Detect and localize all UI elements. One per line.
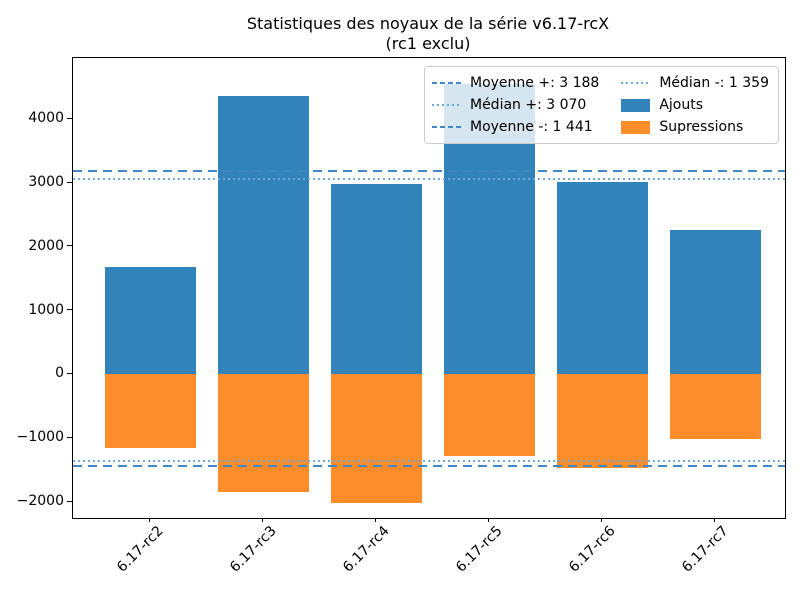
chart-title-line1: Statistiques des noyaux de la série v6.1… [246, 14, 610, 33]
legend-item: Ajouts [621, 94, 769, 116]
dashed-line-swatch-icon [431, 121, 461, 134]
legend-label: Ajouts [659, 97, 704, 113]
x-tick-label-6.17-rc7: 6.17-rc7 [679, 523, 732, 576]
y-tick-mark [67, 181, 72, 183]
legend-label: Médian -: 1 359 [659, 75, 769, 91]
y-tick-mark [67, 117, 72, 119]
bar-ajouts-6.17-rc3 [218, 95, 309, 375]
bar-supressions-6.17-rc2 [105, 374, 196, 449]
legend-column: Moyenne +: 3 188 Médian +: 3 070 Moyenne -… [431, 72, 600, 138]
x-tick-mark [714, 518, 715, 522]
legend-item: Moyenne +: 3 188 [431, 72, 600, 94]
patch-ajouts-swatch-icon [621, 98, 651, 112]
y-tick-label: 0 [55, 365, 64, 382]
hline-moyenne-- [73, 465, 785, 468]
legend-item: Moyenne -: 1 441 [431, 116, 599, 138]
legend-box: Moyenne +: 3 188 Médian +: 3 070 Moyenne -… [423, 66, 779, 144]
hline-médian-+ [73, 177, 785, 180]
x-tick-mark [149, 518, 150, 522]
y-tick-mark [67, 309, 72, 311]
x-tick-label-6.17-rc2: 6.17-rc2 [114, 523, 167, 576]
y-tick-mark [67, 245, 72, 247]
hline-médian-- [73, 460, 785, 463]
plot-area: Moyenne +: 3 188 Médian +: 3 070 Moyenne -… [72, 57, 786, 519]
legend-label: Médian +: 3 070 [469, 97, 587, 113]
dotted-line-swatch-icon [621, 77, 651, 90]
legend-line-glyph [431, 82, 461, 84]
bar-supressions-6.17-rc6 [557, 374, 648, 468]
chart-title-line2: (rc1 exclu) [385, 34, 471, 53]
legend-label: Moyenne +: 3 188 [469, 75, 600, 91]
y-tick-label: 2000 [28, 237, 64, 254]
y-tick-label: −1000 [16, 429, 64, 446]
bar-supressions-6.17-rc4 [331, 374, 422, 504]
bar-ajouts-6.17-rc2 [105, 266, 196, 375]
legend-label: Moyenne -: 1 441 [469, 119, 593, 135]
x-tick-mark [488, 518, 489, 522]
y-tick-label: −2000 [16, 493, 64, 510]
bar-ajouts-6.17-rc7 [670, 229, 761, 375]
x-tick-label-6.17-rc3: 6.17-rc3 [227, 523, 280, 576]
bar-ajouts-6.17-rc4 [331, 184, 422, 375]
x-tick-mark [601, 518, 602, 522]
legend-line-glyph [621, 82, 651, 84]
bar-supressions-6.17-rc7 [670, 374, 761, 439]
y-tick-mark [67, 436, 72, 438]
y-tick-mark [67, 372, 72, 374]
bar-supressions-6.17-rc3 [218, 374, 309, 493]
legend-line-glyph [431, 104, 461, 106]
x-tick-label-6.17-rc5: 6.17-rc5 [453, 523, 506, 576]
chart-title: Statistiques des noyaux de la série v6.1… [72, 14, 784, 54]
x-tick-mark [375, 518, 376, 522]
x-tick-mark [262, 518, 263, 522]
legend-item: Médian +: 3 070 [431, 94, 599, 116]
y-tick-label: 1000 [28, 301, 64, 318]
hline-moyenne-+ [73, 170, 785, 173]
dashed-line-swatch-icon [431, 77, 461, 90]
dotted-line-swatch-icon [431, 99, 461, 112]
legend-item: Supressions [621, 116, 769, 138]
x-tick-label-6.17-rc6: 6.17-rc6 [566, 523, 619, 576]
bar-supressions-6.17-rc5 [444, 374, 535, 457]
y-tick-label: 3000 [28, 174, 64, 191]
y-tick-label: 4000 [28, 110, 64, 127]
y-tick-mark [67, 500, 72, 502]
legend-line-glyph [431, 126, 461, 128]
patch-supressions-swatch-icon [621, 120, 651, 134]
x-tick-label-6.17-rc4: 6.17-rc4 [340, 523, 393, 576]
legend-item: Médian -: 1 359 [621, 72, 769, 94]
legend-column: Médian -: 1 359 Ajouts Supressions [621, 72, 769, 138]
bar-ajouts-6.17-rc6 [557, 181, 648, 375]
legend-label: Supressions [659, 119, 744, 135]
